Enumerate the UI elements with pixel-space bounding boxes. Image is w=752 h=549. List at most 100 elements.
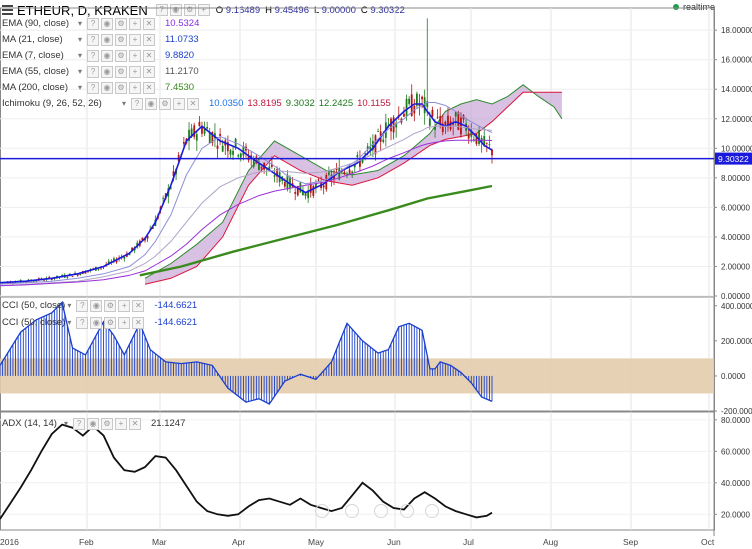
settings-icon[interactable]: ⚙: [104, 316, 117, 329]
dropdown-arrow-icon[interactable]: ▾: [67, 301, 72, 310]
candle-body: [421, 96, 423, 100]
help-icon[interactable]: ?: [131, 97, 144, 110]
help-icon[interactable]: ?: [73, 417, 86, 430]
help-icon[interactable]: ?: [76, 316, 89, 329]
settings-icon[interactable]: ⚙: [115, 65, 128, 78]
eye-icon[interactable]: ◉: [101, 33, 114, 46]
dropdown-arrow-icon[interactable]: ▾: [67, 318, 72, 327]
cci-bars-group: [0, 302, 493, 404]
indicator-legend-row[interactable]: CCI (50, close) ▾? ◉ ⚙ + ✕ -144.6621: [2, 315, 197, 330]
indicator-controls: ? ◉ ⚙ + ✕: [87, 33, 156, 46]
add-icon[interactable]: +: [118, 299, 131, 312]
eye-icon[interactable]: ◉: [87, 417, 100, 430]
help-icon[interactable]: ?: [87, 81, 100, 94]
settings-icon[interactable]: ⚙: [104, 299, 117, 312]
realtime-label: realtime: [682, 2, 715, 12]
indicator-label: MA (200, close): [2, 82, 68, 93]
indicator-legend-row[interactable]: CCI (50, close) ▾? ◉ ⚙ + ✕ -144.6621: [2, 298, 197, 313]
add-icon[interactable]: +: [173, 97, 186, 110]
help-icon[interactable]: ?: [87, 33, 100, 46]
indicator-legend-row[interactable]: ADX (14, 14) ▾? ◉ ⚙ + ✕ 21.1247: [2, 416, 185, 431]
indicator-legend-row[interactable]: EMA (55, close) ▾? ◉ ⚙ + ✕ 11.2170: [2, 64, 199, 79]
indicator-legend-row[interactable]: MA (21, close) ▾? ◉ ⚙ + ✕ 11.0733: [2, 32, 199, 47]
candle-body: [107, 261, 110, 265]
candle-body: [364, 152, 367, 154]
indicator-controls: ? ◉ ⚙ + ✕: [87, 81, 156, 94]
remove-icon[interactable]: ✕: [143, 49, 156, 62]
settings-icon[interactable]: ⚙: [159, 97, 172, 110]
remove-icon[interactable]: ✕: [143, 81, 156, 94]
candle-body: [69, 273, 71, 275]
candle-body: [242, 146, 245, 156]
add-icon[interactable]: +: [129, 17, 142, 30]
indicator-legend-row[interactable]: EMA (90, close) ▾? ◉ ⚙ + ✕ 10.5324: [2, 16, 199, 31]
dropdown-arrow-icon[interactable]: ▾: [78, 35, 83, 44]
x-tick-label: Aug: [543, 537, 558, 547]
realtime-status: realtime: [672, 2, 715, 12]
remove-icon[interactable]: ✕: [143, 17, 156, 30]
add-icon[interactable]: +: [129, 33, 142, 46]
add-icon[interactable]: +: [115, 417, 128, 430]
add-icon[interactable]: +: [197, 4, 210, 16]
dropdown-arrow-icon[interactable]: ▾: [78, 19, 83, 28]
settings-icon[interactable]: ⚙: [115, 49, 128, 62]
dropdown-arrow-icon[interactable]: ▾: [78, 83, 83, 92]
menu-icon[interactable]: [2, 5, 13, 15]
settings-icon[interactable]: ⚙: [115, 81, 128, 94]
candle-body: [371, 141, 374, 151]
settings-icon[interactable]: ⚙: [115, 33, 128, 46]
candle-body: [460, 117, 462, 135]
x-tick-label: Oct: [701, 537, 715, 547]
indicator-value: 10.5324: [165, 18, 200, 29]
eye-icon[interactable]: ◉: [101, 65, 114, 78]
candle-body: [403, 113, 405, 117]
help-icon[interactable]: ?: [76, 299, 89, 312]
eye-icon[interactable]: ◉: [90, 299, 103, 312]
remove-icon[interactable]: ✕: [143, 33, 156, 46]
eye-icon[interactable]: ◉: [101, 17, 114, 30]
candle-body: [214, 133, 216, 139]
remove-icon[interactable]: ✕: [132, 316, 145, 329]
eye-icon[interactable]: ◉: [101, 49, 114, 62]
settings-icon[interactable]: ⚙: [101, 417, 114, 430]
candle-body: [346, 173, 348, 175]
help-icon[interactable]: ?: [155, 4, 168, 16]
eye-icon[interactable]: ◉: [90, 316, 103, 329]
dropdown-arrow-icon[interactable]: ▾: [78, 67, 83, 76]
eye-icon[interactable]: ◉: [169, 4, 182, 16]
remove-icon[interactable]: ✕: [132, 299, 145, 312]
candle-body: [146, 235, 149, 239]
candle-body: [317, 179, 320, 181]
eye-icon[interactable]: ◉: [145, 97, 158, 110]
indicator-value: -144.6621: [154, 317, 198, 328]
settings-icon[interactable]: ⚙: [183, 4, 196, 16]
dropdown-arrow-icon[interactable]: ▾: [78, 51, 83, 60]
settings-icon[interactable]: ⚙: [115, 17, 128, 30]
indicator-legend-row[interactable]: Ichimoku (9, 26, 52, 26) ▾? ◉ ⚙ + ✕ 10.0350 13.…: [2, 96, 391, 111]
indicator-legend-row[interactable]: MA (200, close) ▾? ◉ ⚙ + ✕ 7.4530: [2, 80, 194, 95]
remove-icon[interactable]: ✕: [129, 417, 142, 430]
indicator-legend-row[interactable]: EMA (7, close) ▾? ◉ ⚙ + ✕ 9.8820: [2, 48, 194, 63]
dropdown-arrow-icon[interactable]: ▾: [64, 419, 69, 428]
eye-icon[interactable]: ◉: [101, 81, 114, 94]
remove-icon[interactable]: ✕: [187, 97, 200, 110]
add-icon[interactable]: +: [129, 65, 142, 78]
y-tick-label: 8.00000: [721, 174, 750, 183]
remove-icon[interactable]: ✕: [143, 65, 156, 78]
candle-body: [309, 183, 312, 193]
help-icon[interactable]: ?: [87, 49, 100, 62]
indicator-controls: ? ◉ ⚙ + ✕: [76, 299, 145, 312]
y-tick-label: 14.00000: [721, 85, 752, 94]
add-icon[interactable]: +: [118, 316, 131, 329]
help-icon[interactable]: ?: [87, 17, 100, 30]
add-icon[interactable]: +: [129, 81, 142, 94]
y-tick-label: 6.00000: [721, 203, 750, 212]
candle-body: [43, 279, 45, 281]
cci-y-tick-label: 0.0000: [721, 372, 746, 381]
help-icon[interactable]: ?: [87, 65, 100, 78]
dropdown-arrow-icon[interactable]: ▾: [122, 99, 127, 108]
add-icon[interactable]: +: [129, 49, 142, 62]
x-tick-label: Apr: [232, 537, 245, 547]
candle-body: [151, 227, 154, 229]
